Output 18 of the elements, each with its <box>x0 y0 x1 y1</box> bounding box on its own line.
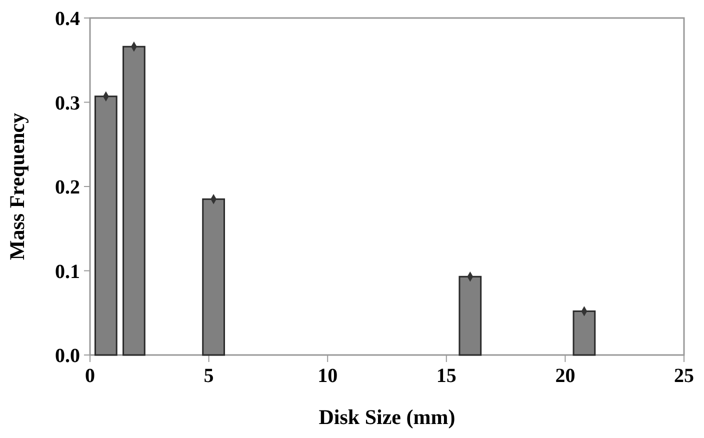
bar <box>458 276 482 356</box>
bar <box>202 198 225 356</box>
y-tick-label: 0.3 <box>55 92 80 114</box>
x-tick-label: 5 <box>204 365 214 387</box>
x-axis-title: Disk Size (mm) <box>318 405 456 429</box>
bar <box>122 46 146 356</box>
y-tick-label: 0.0 <box>55 345 80 367</box>
y-tick-label: 0.1 <box>55 260 80 283</box>
bar <box>94 96 118 356</box>
y-tick-label: 0.2 <box>55 176 80 198</box>
bar <box>572 310 596 356</box>
x-tick-label: 25 <box>674 365 694 387</box>
x-tick-label: 10 <box>318 365 338 387</box>
y-axis-title: Mass Frequency <box>5 112 29 260</box>
y-tick-label: 0.4 <box>55 8 80 30</box>
x-tick-label: 15 <box>436 365 456 387</box>
x-tick-label: 0 <box>85 365 95 387</box>
x-tick-label: 20 <box>555 365 576 387</box>
